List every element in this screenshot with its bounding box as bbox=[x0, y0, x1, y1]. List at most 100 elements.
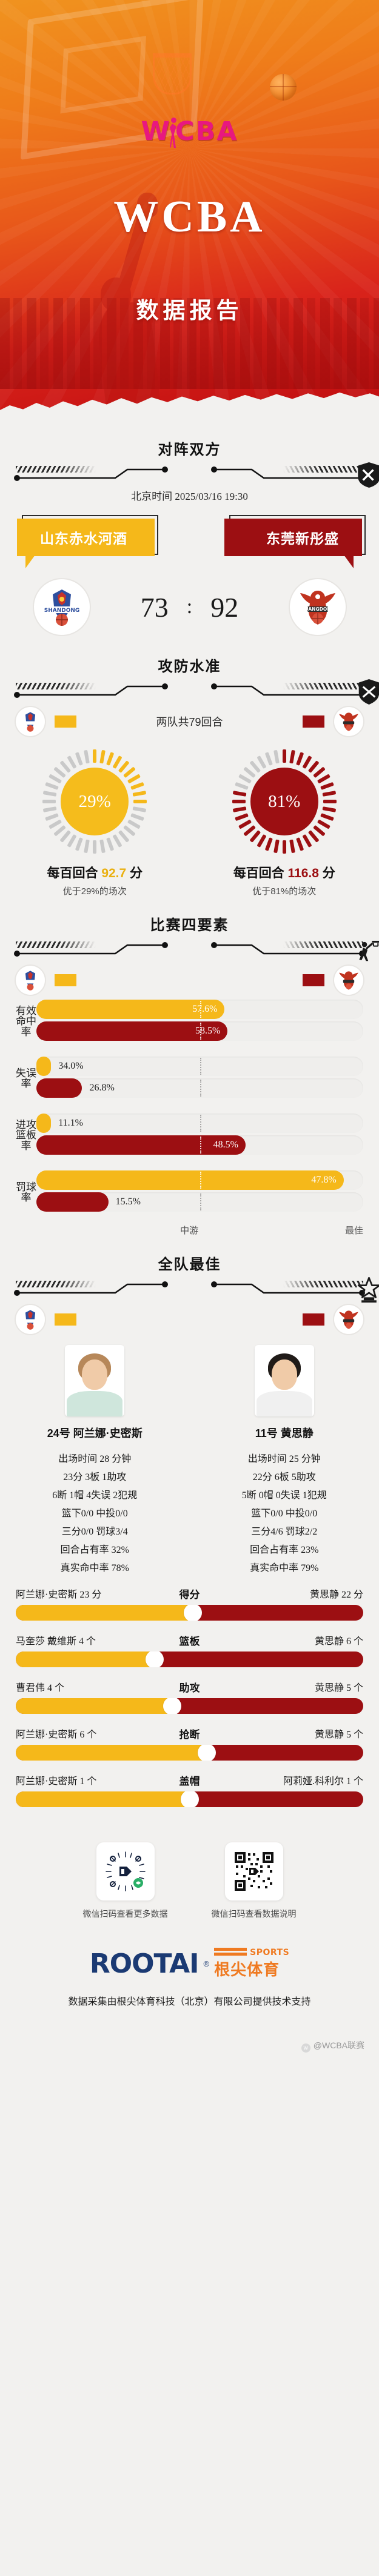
comparison-row: 马奎莎 戴维斯 4 个 篮板 黄思静 6 个 bbox=[16, 1633, 363, 1667]
home-percent-value: 29% bbox=[61, 768, 129, 835]
possessions-label: 两队共79回合 bbox=[156, 716, 223, 728]
city-skyline-graphic bbox=[0, 298, 379, 389]
away-efficiency-sub: 优于81%的场次 bbox=[252, 886, 317, 897]
comparison-right-label: 黄思静 5 个 bbox=[314, 1730, 363, 1740]
away-color-swatch bbox=[303, 1313, 324, 1326]
data-credit-note: 数据采集由根尖体育科技（北京）有限公司提供技术支持 bbox=[68, 1997, 311, 2007]
comparison-left-label: 阿兰娜·史密斯 23 分 bbox=[16, 1590, 102, 1600]
away-player-line1: 22分 6板 5助攻 bbox=[252, 1472, 316, 1482]
comparison-row: 阿兰娜·史密斯 23 分 得分 黄思静 22 分 bbox=[16, 1586, 363, 1621]
home-caption-suffix: 分 bbox=[126, 866, 143, 880]
watermark-text: @WCBA联赛 bbox=[313, 2040, 364, 2050]
player-comparison-bars: 阿兰娜·史密斯 23 分 得分 黄思静 22 分马奎莎 戴维斯 4 个 篮板 黄思静 6… bbox=[0, 1574, 379, 1825]
comparison-left-label: 阿兰娜·史密斯 1 个 bbox=[16, 1776, 97, 1787]
home-team-logo-small bbox=[16, 1305, 45, 1334]
away-team-logo: GUANGDONG bbox=[289, 579, 346, 635]
comparison-bar bbox=[16, 1791, 363, 1807]
donut-tick bbox=[67, 834, 77, 848]
section-divider bbox=[0, 937, 379, 962]
brand-secondary: SPORTS 根尖体育 bbox=[214, 1948, 289, 1980]
comparison-bar-left bbox=[16, 1745, 207, 1761]
away-caption-suffix: 分 bbox=[318, 866, 335, 880]
home-bar-fill: 47.8% bbox=[36, 1170, 344, 1190]
four-factors-bars: 有效命中率 57.6% 58.5% 失误率 34.0% 26.8% 进攻篮板率 11.1% 48… bbox=[0, 995, 379, 1214]
efficiency-title: 攻防水准 bbox=[158, 659, 221, 675]
comparison-header: 阿兰娜·史密斯 1 个 盖帽 阿莉娅.科利尔 1 个 bbox=[16, 1773, 363, 1787]
factor-label: 罚球率 bbox=[16, 1181, 36, 1203]
donut-tick bbox=[320, 782, 334, 790]
comparison-bar bbox=[16, 1651, 363, 1667]
donut-tick bbox=[43, 791, 57, 797]
away-bar-fill bbox=[36, 1078, 82, 1098]
home-color-swatch bbox=[55, 1313, 76, 1326]
comparison-bar-knob bbox=[146, 1651, 164, 1667]
factor-row: 有效命中率 57.6% 58.5% bbox=[16, 1000, 363, 1043]
svg-text:GUANGDONG: GUANGDONG bbox=[301, 606, 334, 612]
four-factors-section: 比赛四要素 bbox=[0, 900, 379, 1239]
match-time: 北京时间 2025/03/16 19:30 bbox=[131, 491, 248, 502]
donut-tick bbox=[295, 837, 304, 851]
home-player-line1: 23分 3板 1助攻 bbox=[63, 1472, 127, 1482]
home-efficiency-sub: 优于29%的场次 bbox=[62, 886, 127, 897]
bar-track: 58.5% bbox=[36, 1021, 363, 1041]
registered-mark: ® bbox=[203, 1959, 210, 1968]
basketball-net-icon bbox=[153, 53, 192, 95]
donut-tick bbox=[282, 840, 286, 854]
qr-right[interactable]: 微信扫码查看数据说明 bbox=[212, 1842, 297, 1920]
donut-tick bbox=[45, 813, 59, 822]
away-legend bbox=[303, 966, 363, 995]
efficiency-legend: 两队共79回合 bbox=[0, 703, 379, 736]
comparison-bar-knob bbox=[198, 1745, 216, 1761]
donut-tick bbox=[264, 752, 273, 766]
donut-tick bbox=[84, 839, 90, 854]
comparison-row: 阿兰娜·史密斯 6 个 抢断 黄思静 5 个 bbox=[16, 1726, 363, 1761]
factor-row: 进攻篮板率 11.1% 48.5% bbox=[16, 1114, 363, 1157]
qr-left[interactable]: 微信扫码查看更多数据 bbox=[83, 1842, 168, 1920]
donut-tick bbox=[273, 839, 280, 854]
footer-section: 微信扫码查看更多数据 bbox=[0, 1828, 379, 2071]
away-bar-fill: 48.5% bbox=[36, 1135, 246, 1155]
midpoint-marker bbox=[200, 1115, 201, 1132]
player-dunk-icon bbox=[179, 938, 379, 961]
away-player-card: 11号 黄思静 出场时间 25 分钟 22分 6板 5助攻 5断 0帽 0失误 … bbox=[209, 1345, 360, 1574]
comparison-left-label: 马奎莎 戴维斯 4 个 bbox=[16, 1636, 96, 1647]
four-factors-scale: 中游 最佳 bbox=[0, 1224, 379, 1237]
donut-tick bbox=[42, 800, 56, 803]
away-player-line3: 篮下0/0 中投0/0 bbox=[251, 1509, 318, 1519]
wechat-info-qr-icon[interactable] bbox=[224, 1842, 283, 1900]
home-efficiency-caption: 每百回合 92.7 分 bbox=[19, 863, 170, 881]
away-player-line4: 三分4/6 罚球2/2 bbox=[251, 1527, 318, 1537]
wechat-miniprogram-qr-icon[interactable] bbox=[96, 1842, 155, 1900]
home-player-ts: 真实命中率 78% bbox=[60, 1563, 129, 1573]
comparison-bar bbox=[16, 1745, 363, 1761]
away-efficiency: 81% 每百回合 116.8 分 优于81%的场次 bbox=[209, 749, 360, 897]
best-players-legend bbox=[0, 1301, 379, 1334]
scale-best-label: 最佳 bbox=[344, 1226, 363, 1236]
brand-sports-text: SPORTS bbox=[250, 1948, 290, 1957]
away-player-name: 11号 黄思静 bbox=[255, 1427, 314, 1439]
comparison-right-label: 黄思静 5 个 bbox=[314, 1683, 363, 1693]
swords-icon bbox=[179, 462, 379, 488]
bar-track: 26.8% bbox=[36, 1078, 363, 1098]
donut-tick bbox=[234, 782, 249, 790]
home-team-logo-small bbox=[16, 707, 45, 736]
donut-tick bbox=[132, 791, 147, 797]
weibo-icon: w bbox=[301, 2043, 310, 2053]
away-percent-value: 81% bbox=[250, 768, 318, 835]
bar-track: 48.5% bbox=[36, 1135, 363, 1155]
donut-tick bbox=[264, 837, 273, 851]
comparison-right-label: 黄思静 6 个 bbox=[314, 1636, 363, 1647]
comparison-metric: 篮板 bbox=[179, 1636, 200, 1647]
factor-label: 有效命中率 bbox=[16, 1004, 36, 1038]
away-team-name: 东莞新彤盛 bbox=[224, 519, 362, 556]
donut-tick bbox=[317, 774, 330, 784]
qr-left-caption: 微信扫码查看更多数据 bbox=[82, 1909, 168, 1919]
home-efficiency: 29% 每百回合 92.7 分 优于29%的场次 bbox=[19, 749, 170, 897]
qr-right-caption: 微信扫码查看数据说明 bbox=[211, 1909, 297, 1919]
wcba-logo: W CBA bbox=[141, 116, 238, 147]
donut-tick bbox=[45, 782, 59, 790]
scoreboard: SHANDONG 73 : 92 GUANGDONG bbox=[0, 559, 379, 639]
donut-tick bbox=[132, 806, 147, 812]
donut-tick bbox=[238, 774, 252, 784]
factor-row: 失误率 34.0% 26.8% bbox=[16, 1057, 363, 1100]
